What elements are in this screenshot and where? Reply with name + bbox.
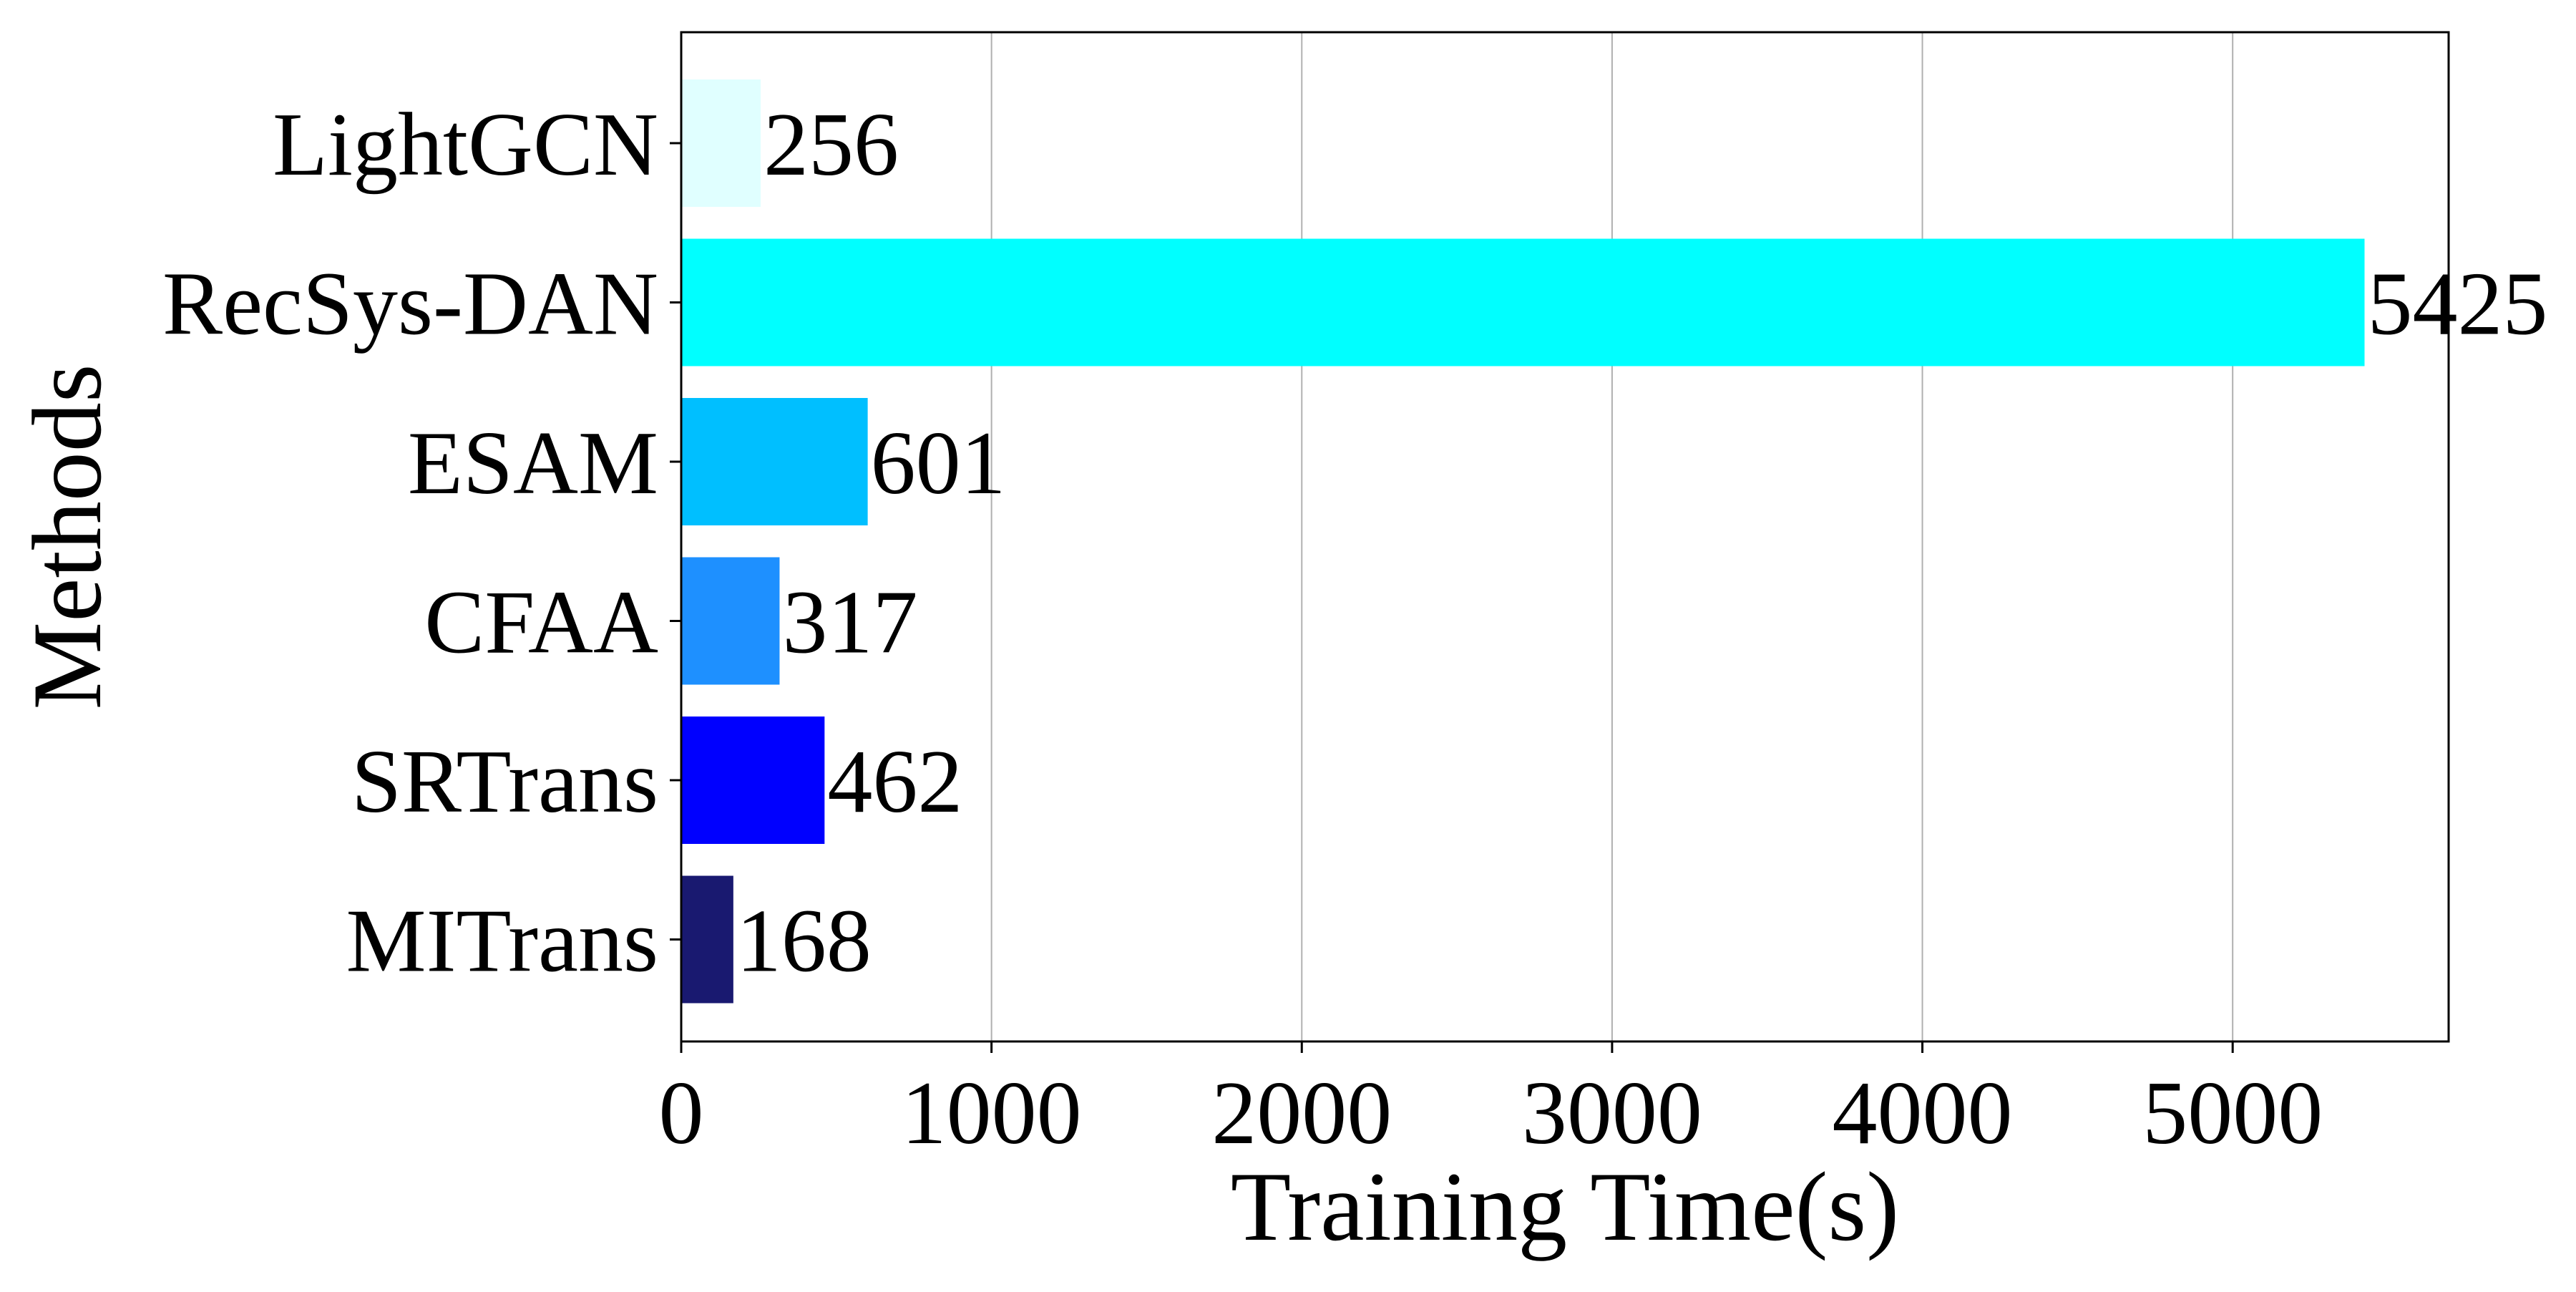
y-tick-label: CFAA xyxy=(424,573,658,673)
bar-mitrans xyxy=(681,875,733,1004)
bar-value-label: 462 xyxy=(827,732,962,832)
bar-recsys-dan xyxy=(681,238,2365,366)
bars xyxy=(681,79,2365,1004)
y-tick-label: RecSys-DAN xyxy=(162,255,658,354)
gridlines xyxy=(680,32,2234,1041)
data-labels: 256 5425 601 317 462 168 xyxy=(736,95,2548,991)
x-tick-label: 1000 xyxy=(902,1064,1082,1163)
x-tick-label: 2000 xyxy=(1211,1064,1392,1163)
x-axis-title: Training Time(s) xyxy=(1231,1152,1899,1261)
y-tick-label: SRTrans xyxy=(351,732,658,832)
bar-esam xyxy=(681,398,868,525)
x-tick-label: 5000 xyxy=(2142,1064,2323,1163)
x-tick-label: 0 xyxy=(659,1064,704,1163)
x-tick-label: 3000 xyxy=(1522,1064,1702,1163)
bar-srtrans xyxy=(681,717,825,844)
y-tick-label: LightGCN xyxy=(273,95,658,195)
bar-lightgcn xyxy=(681,79,761,207)
y-axis-title: Methods xyxy=(12,364,122,710)
bar-value-label: 256 xyxy=(763,95,899,195)
bar-value-label: 317 xyxy=(782,573,917,673)
bar-cfaa xyxy=(681,557,780,685)
bar-value-label: 168 xyxy=(736,892,872,991)
axis-ticks: 0 1000 2000 3000 4000 5000 LightGCN RecSys-DAN E… xyxy=(162,95,2323,1163)
bar-value-label: 5425 xyxy=(2367,255,2547,354)
x-tick-label: 4000 xyxy=(1833,1064,2013,1163)
y-tick-label: ESAM xyxy=(408,414,658,513)
y-tick-label: MITrans xyxy=(346,892,658,991)
bar-value-label: 601 xyxy=(871,414,1006,513)
plot-frame xyxy=(680,31,2450,1043)
